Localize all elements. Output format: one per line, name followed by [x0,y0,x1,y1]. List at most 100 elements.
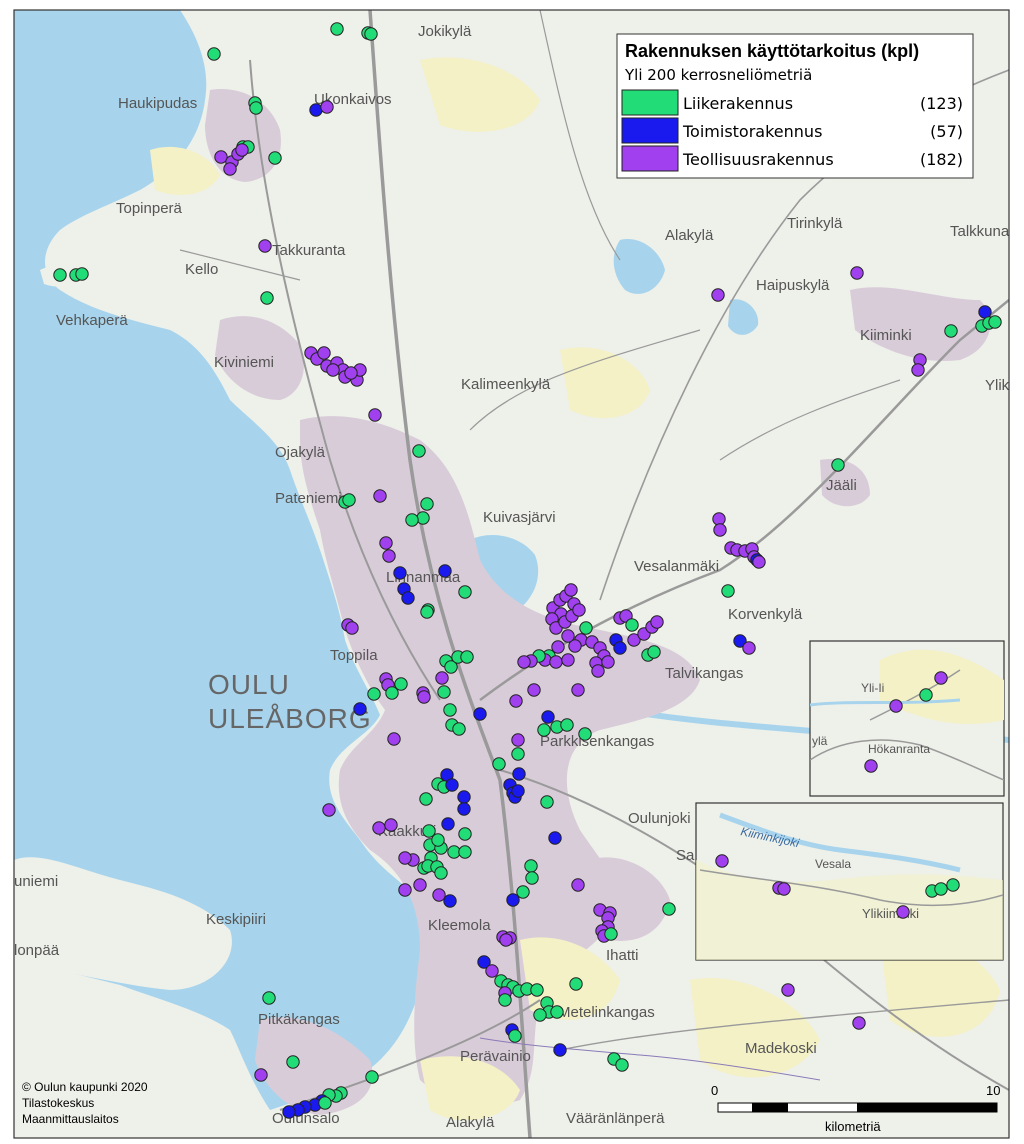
commercial-building-marker [405,513,419,527]
office-building-marker [393,566,407,580]
commercial-building-marker [560,718,574,732]
commercial-building-marker [416,511,430,525]
commercial-building-marker [458,827,472,841]
commercial-building-marker [367,687,381,701]
industrial-building-marker [344,366,358,380]
place-label: Vehkaperä [56,312,128,329]
industrial-building-marker [373,489,387,503]
legend-label-toimisto: Toimistorakennus [682,122,822,141]
commercial-building-marker [420,497,434,511]
place-label: Haukipudas [118,95,197,112]
office-building-marker [473,707,487,721]
office-building-marker [353,702,367,716]
industrial-building-marker [627,633,641,647]
office-building-marker [477,955,491,969]
place-label: Madekoski [745,1040,817,1057]
place-label: Sa [676,847,695,864]
industrial-building-marker [889,699,903,713]
industrial-building-marker [715,854,729,868]
industrial-building-marker [911,363,925,377]
commercial-building-marker [508,1029,522,1043]
commercial-building-marker [53,268,67,282]
office-building-marker [438,564,452,578]
office-building-marker [457,790,471,804]
place-label: Kello [185,261,218,278]
place-label: Oulunjoki [628,810,691,827]
field-area [880,649,1004,724]
place-label: Haipuskylä [756,277,830,294]
place-label: Alakylä [665,227,714,244]
industrial-building-marker [387,732,401,746]
industrial-building-marker [571,683,585,697]
city-label-oulu: OULU [208,669,290,700]
commercial-building-marker [342,493,356,507]
industrial-building-marker [382,549,396,563]
commercial-building-marker [452,722,466,736]
industrial-building-marker [398,883,412,897]
legend-label-teollisuus: Teollisuusrakennus [682,150,834,169]
place-label: Vesalanmäki [634,558,719,575]
industrial-building-marker [509,694,523,708]
office-building-marker [457,802,471,816]
place-label: Tirinkylä [787,215,843,232]
commercial-building-marker [533,1008,547,1022]
place-label: Kuivasjärvi [483,509,556,526]
commercial-building-marker [434,866,448,880]
commercial-building-marker [944,324,958,338]
office-building-marker [401,591,415,605]
commercial-building-marker [458,585,472,599]
office-building-marker [541,710,555,724]
industrial-building-marker [591,664,605,678]
commercial-building-marker [458,845,472,859]
industrial-building-marker [372,821,386,835]
industrial-building-marker [511,733,525,747]
industrial-building-marker [326,363,340,377]
commercial-building-marker [431,833,445,847]
office-building-marker [512,767,526,781]
commercial-building-marker [419,792,433,806]
place-label: Keskipiiri [206,911,266,928]
commercial-building-marker [460,650,474,664]
commercial-building-marker [75,267,89,281]
commercial-building-marker [604,927,618,941]
map-frame [13,9,1010,1139]
inset-map-yli-ii: Yli-Ii Hökanranta ylä [809,640,1005,797]
industrial-building-marker [379,536,393,550]
credit-line: Tilastokeskus [22,1096,94,1110]
commercial-building-marker [525,871,539,885]
legend-title: Rakennuksen käyttötarkoitus (kpl) [625,41,919,61]
industrial-building-marker [742,641,756,655]
commercial-building-marker [365,1070,379,1084]
place-label: Pitkäkangas [258,1011,340,1028]
place-label: Kleemola [428,917,491,934]
office-building-marker [613,641,627,655]
place-label: Toppila [330,647,378,664]
scale-unit: kilometriä [825,1119,881,1134]
place-label: Ylikiiminki [862,906,919,921]
office-building-marker [548,831,562,845]
commercial-building-marker [364,27,378,41]
industrial-building-marker [781,983,795,997]
industrial-building-marker [384,818,398,832]
place-label: Kiviniemi [214,354,274,371]
legend-count-liike: (123) [920,94,963,113]
commercial-building-marker [394,677,408,691]
commercial-building-marker [286,1055,300,1069]
commercial-building-marker [444,660,458,674]
place-labels: Jokikylä Haukipudas Ukonkaivos Topinperä… [14,23,1010,1131]
commercial-building-marker [615,1058,629,1072]
industrial-building-marker [527,683,541,697]
industrial-building-marker [417,690,431,704]
industrial-building-marker [368,408,382,422]
office-building-marker [733,634,747,648]
commercial-building-marker [516,885,530,899]
place-label: Ihatti [606,947,639,964]
commercial-building-marker [524,859,538,873]
industrial-building-marker [317,346,331,360]
industrial-building-marker [864,759,878,773]
industrial-building-marker [896,905,910,919]
office-building-marker [511,784,525,798]
industrial-building-marker [777,882,791,896]
legend-subtitle: Yli 200 kerrosneliömetriä [624,66,812,84]
industrial-building-marker [571,878,585,892]
